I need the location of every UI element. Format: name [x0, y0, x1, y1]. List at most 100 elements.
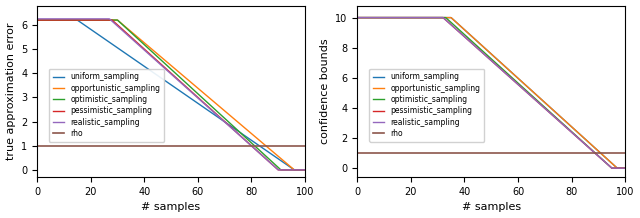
optimistic_sampling — [499, 68, 506, 70]
uniform_sampling — [513, 76, 520, 78]
realistic_sampling — [513, 82, 520, 85]
realistic_sampling — [178, 83, 186, 85]
realistic_sampling — [301, 169, 309, 171]
pessimistic_sampling — [193, 95, 200, 97]
opportunistic_sampling — [513, 76, 520, 78]
opportunistic_sampling — [614, 167, 621, 169]
uniform_sampling — [33, 19, 41, 21]
realistic_sampling — [621, 167, 629, 169]
opportunistic_sampling — [573, 130, 580, 133]
optimistic_sampling — [33, 19, 41, 21]
optimistic_sampling — [481, 51, 488, 54]
opportunistic_sampling — [481, 47, 488, 49]
Line: realistic_sampling: realistic_sampling — [357, 18, 625, 168]
uniform_sampling — [253, 143, 260, 145]
uniform_sampling — [178, 91, 186, 94]
Legend: uniform_sampling, opportunistic_sampling, optimistic_sampling, pessimistic_sampl: uniform_sampling, opportunistic_sampling… — [49, 68, 164, 142]
opportunistic_sampling — [193, 86, 200, 88]
pessimistic_sampling — [295, 169, 303, 171]
opportunistic_sampling — [253, 137, 260, 139]
Legend: uniform_sampling, opportunistic_sampling, optimistic_sampling, pessimistic_sampl: uniform_sampling, opportunistic_sampling… — [369, 68, 484, 142]
realistic_sampling — [33, 17, 41, 20]
pessimistic_sampling — [161, 66, 168, 68]
Y-axis label: true approximation error: true approximation error — [6, 23, 15, 160]
uniform_sampling — [616, 167, 623, 169]
Line: optimistic_sampling: optimistic_sampling — [37, 20, 305, 170]
X-axis label: # samples: # samples — [141, 203, 200, 213]
pessimistic_sampling — [162, 67, 170, 70]
optimistic_sampling — [278, 169, 285, 171]
uniform_sampling — [621, 167, 629, 169]
realistic_sampling — [481, 53, 488, 56]
pessimistic_sampling — [513, 82, 520, 85]
optimistic_sampling — [609, 167, 616, 169]
realistic_sampling — [353, 16, 361, 19]
realistic_sampling — [616, 167, 623, 169]
uniform_sampling — [353, 16, 361, 19]
uniform_sampling — [193, 101, 200, 104]
uniform_sampling — [614, 167, 621, 169]
pessimistic_sampling — [275, 169, 283, 171]
pessimistic_sampling — [253, 149, 260, 152]
realistic_sampling — [573, 136, 580, 138]
realistic_sampling — [275, 169, 283, 171]
realistic_sampling — [193, 95, 200, 98]
opportunistic_sampling — [295, 169, 303, 171]
Line: opportunistic_sampling: opportunistic_sampling — [37, 20, 305, 170]
Line: optimistic_sampling: optimistic_sampling — [357, 18, 625, 168]
uniform_sampling — [301, 169, 309, 171]
uniform_sampling — [291, 169, 299, 171]
opportunistic_sampling — [291, 169, 299, 171]
opportunistic_sampling — [178, 73, 186, 76]
pessimistic_sampling — [178, 82, 186, 84]
pessimistic_sampling — [609, 167, 616, 169]
realistic_sampling — [253, 149, 260, 152]
optimistic_sampling — [353, 16, 361, 19]
optimistic_sampling — [178, 78, 186, 81]
pessimistic_sampling — [621, 167, 629, 169]
uniform_sampling — [161, 79, 168, 82]
uniform_sampling — [295, 169, 303, 171]
Line: pessimistic_sampling: pessimistic_sampling — [357, 18, 625, 168]
realistic_sampling — [162, 68, 170, 71]
pessimistic_sampling — [499, 69, 506, 72]
opportunistic_sampling — [301, 169, 309, 171]
uniform_sampling — [481, 47, 488, 49]
pessimistic_sampling — [301, 169, 309, 171]
optimistic_sampling — [573, 135, 580, 138]
Line: pessimistic_sampling: pessimistic_sampling — [37, 20, 305, 170]
optimistic_sampling — [193, 91, 200, 94]
realistic_sampling — [609, 167, 616, 169]
opportunistic_sampling — [499, 63, 506, 65]
opportunistic_sampling — [621, 167, 629, 169]
pessimistic_sampling — [483, 55, 490, 57]
Y-axis label: confidence bounds: confidence bounds — [320, 39, 330, 144]
realistic_sampling — [161, 67, 168, 69]
Line: opportunistic_sampling: opportunistic_sampling — [357, 18, 625, 168]
opportunistic_sampling — [33, 19, 41, 21]
optimistic_sampling — [301, 169, 309, 171]
pessimistic_sampling — [573, 136, 580, 138]
Line: uniform_sampling: uniform_sampling — [357, 18, 625, 168]
X-axis label: # samples: # samples — [461, 203, 521, 213]
Line: realistic_sampling: realistic_sampling — [37, 19, 305, 170]
uniform_sampling — [573, 130, 580, 133]
opportunistic_sampling — [161, 58, 168, 61]
pessimistic_sampling — [481, 53, 488, 56]
optimistic_sampling — [616, 167, 623, 169]
opportunistic_sampling — [616, 167, 623, 169]
pessimistic_sampling — [616, 167, 623, 169]
optimistic_sampling — [513, 81, 520, 83]
optimistic_sampling — [162, 63, 170, 66]
optimistic_sampling — [621, 167, 629, 169]
uniform_sampling — [483, 48, 490, 51]
realistic_sampling — [483, 55, 490, 57]
opportunistic_sampling — [353, 16, 361, 19]
realistic_sampling — [499, 69, 506, 72]
pessimistic_sampling — [353, 16, 361, 19]
pessimistic_sampling — [33, 19, 41, 21]
optimistic_sampling — [161, 62, 168, 64]
optimistic_sampling — [483, 53, 490, 56]
Line: uniform_sampling: uniform_sampling — [37, 20, 305, 170]
opportunistic_sampling — [162, 60, 170, 62]
